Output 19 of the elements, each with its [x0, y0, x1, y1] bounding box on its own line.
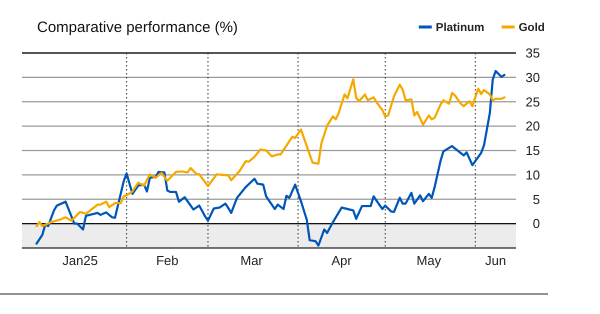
y-tick-label: 5	[532, 192, 540, 207]
y-tick-label: 35	[526, 46, 540, 60]
x-tick-label: May	[416, 253, 442, 268]
line-series	[35, 70, 506, 247]
y-tick-label: 25	[526, 94, 540, 110]
chart-title: Comparative performance (%)	[37, 19, 238, 36]
x-tick-label: Jun	[485, 253, 506, 268]
y-tick-label: 10	[526, 167, 540, 182]
legend-label: Gold	[518, 22, 545, 34]
line-series	[35, 78, 506, 228]
x-tick-label: Jan25	[62, 253, 98, 268]
y-tick-label: 30	[526, 70, 540, 85]
y-tick-label: 20	[526, 118, 540, 134]
legend-label: Platinum	[436, 22, 484, 34]
x-tick-label: Feb	[156, 253, 178, 268]
x-tick-label: Apr	[332, 253, 352, 268]
x-tick-label: Mar	[240, 253, 264, 268]
y-tick-label: 0	[532, 216, 540, 232]
y-tick-label: 15	[526, 143, 540, 158]
